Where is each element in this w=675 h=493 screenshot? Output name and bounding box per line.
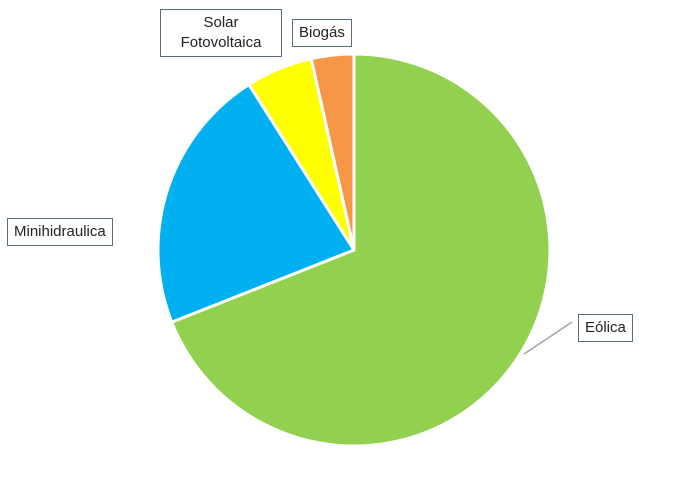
slice-label-biogas-text: Biogás (299, 24, 345, 41)
slice-label-solar-fotovoltaica: Solar Fotovoltaica (160, 9, 282, 57)
pie-slice-biogás (309, 52, 356, 252)
pie-slice-minihidraulica (156, 83, 356, 324)
pie-slice-eólica (170, 52, 552, 448)
slice-label-minihidraulica-text: Minihidraulica (14, 223, 106, 240)
slice-label-biogas: Biogás (292, 19, 352, 47)
slice-label-eolica: Eólica (578, 314, 633, 342)
pie-slices (156, 52, 552, 448)
slice-label-eolica-text: Eólica (585, 319, 626, 336)
eolica-leader-line (523, 321, 573, 355)
slice-label-solar-fotovoltaica-text: Solar Fotovoltaica (180, 14, 262, 51)
slice-label-minihidraulica: Minihidraulica (7, 218, 113, 246)
